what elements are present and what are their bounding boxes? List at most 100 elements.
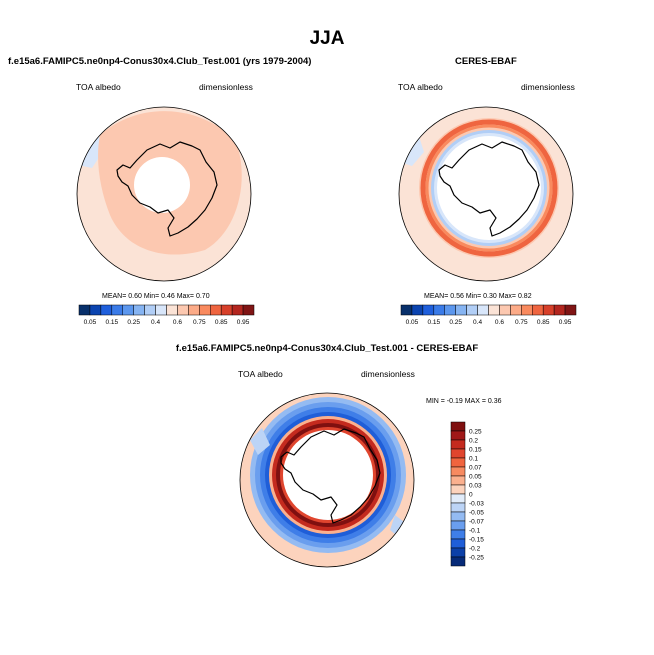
model-coastline [116,141,218,237]
obs-colorbar-swatch [542,304,555,316]
diff-colorbar-swatch [450,457,466,468]
diff-colorbar-tick-label: 0.05 [469,473,482,480]
diff-colorbar-swatch [450,421,466,432]
diff-colorbar-swatch [450,529,466,540]
model-colorbar-tick-label: 0.85 [215,319,228,326]
obs-colorbar: 0.05 0.15 0.25 0.4 0.6 0.75 0.85 0.95 [400,304,577,326]
model-colorbar-swatch [133,304,145,316]
model-panel-title: f.e15a6.FAMIPC5.ne0np4-Conus30x4.Club_Te… [8,56,312,67]
model-colorbar-tick-label: 0.95 [237,319,250,326]
diff-colorbar-swatch [450,430,466,441]
diff-colorbar-swatch [450,511,466,522]
obs-colorbar-swatch [422,304,435,316]
obs-map [399,107,573,281]
obs-colorbar-tick-label: 0.15 [427,319,440,326]
model-colorbar-swatch [199,304,211,316]
model-stats: MEAN= 0.60 Min= 0.46 Max= 0.70 [102,293,210,300]
obs-coastline [438,141,540,237]
diff-stats: MIN = -0.19 MAX = 0.36 [426,398,502,405]
obs-colorbar-swatch [455,304,467,316]
obs-colorbar-swatch [466,304,478,316]
obs-colorbar-swatch [499,304,511,316]
model-colorbar-swatch [231,304,244,316]
obs-colorbar-tick-label: 0.85 [537,319,550,326]
model-colorbar-tick-label: 0.75 [193,319,206,326]
model-colorbar-swatch [210,304,222,316]
diff-colorbar-swatch [450,538,466,549]
diff-colorbar-swatch [450,475,466,486]
model-colorbar-tick-label: 0.15 [105,319,118,326]
diff-panel-title: f.e15a6.FAMIPC5.ne0np4-Conus30x4.Club_Te… [175,343,479,354]
model-colorbar-swatch [89,304,102,316]
model-colorbar-swatch [111,304,123,316]
diff-colorbar-swatch [450,484,466,495]
model-map [77,107,251,281]
diff-colorbar-swatch [450,502,466,513]
obs-colorbar-swatch [553,304,566,316]
diff-colorbar-tick-label: -0.03 [469,500,484,507]
model-colorbar-swatch [78,304,91,316]
diff-colorbar-tick-label: -0.05 [469,509,484,516]
model-colorbar-swatch [155,304,167,316]
obs-colorbar-swatch [510,304,522,316]
diff-colorbar-tick-label: -0.1 [469,527,481,534]
obs-colorbar-swatch [564,304,577,316]
model-colorbar-swatch [144,304,156,316]
diff-missing-interior [283,430,373,520]
model-colorbar-swatch [166,304,178,316]
model-variable-label: TOA albedo [76,82,121,92]
obs-colorbar-tick-label: 0.95 [559,319,572,326]
obs-map-border [398,106,574,282]
obs-colorbar-swatch [411,304,424,316]
obs-panel-title: CERES-EBAF [455,56,517,67]
diff-colorbar-swatch [450,556,466,567]
model-colorbar-swatch [122,304,134,316]
model-units-label: dimensionless [199,82,253,92]
obs-colorbar-tick-label: 0.05 [406,319,419,326]
model-colorbar-tick-label: 0.4 [151,319,160,326]
diff-colorbar-swatch [450,547,466,558]
model-colorbar-swatch [177,304,189,316]
obs-ring-peak [420,119,558,257]
obs-colorbar-swatch [477,304,489,316]
model-map-border [76,106,252,282]
diff-colorbar-swatch [450,439,466,450]
diff-map [240,393,414,567]
model-colorbar-tick-label: 0.6 [173,319,182,326]
model-colorbar-swatch [242,304,255,316]
obs-variable-label: TOA albedo [398,82,443,92]
diff-coastline [280,428,381,524]
diff-map-border [239,392,415,568]
diff-colorbar-tick-label: -0.07 [469,518,484,525]
model-colorbar-tick-label: 0.05 [84,319,97,326]
obs-missing-interior [437,136,541,240]
obs-colorbar-swatch [444,304,456,316]
model-colorbar-swatch [100,304,113,316]
season-title: JJA [309,28,345,49]
diff-colorbar: 0.25 0.2 0.15 0.1 0.07 0.05 0.03 0 -0.03 -0.05 -0.… [450,421,484,567]
obs-colorbar-swatch [532,304,544,316]
diff-units-label: dimensionless [361,369,415,379]
diff-colorbar-swatch [450,493,466,504]
diff-colorbar-tick-label: 0.2 [469,437,478,444]
diff-colorbar-swatch [450,466,466,477]
obs-colorbar-swatch [488,304,500,316]
diff-variable-label: TOA albedo [238,369,283,379]
obs-units-label: dimensionless [521,82,575,92]
diff-colorbar-tick-label: -0.2 [469,545,481,552]
diff-colorbar-tick-label: 0.03 [469,482,482,489]
diff-colorbar-swatch [450,520,466,531]
obs-colorbar-swatch [521,304,533,316]
model-colorbar-swatch [220,304,233,316]
obs-colorbar-swatch [400,304,413,316]
diff-colorbar-tick-label: -0.25 [469,554,484,561]
diff-colorbar-swatch [450,448,466,459]
diff-colorbar-tick-label: 0 [469,491,473,498]
obs-colorbar-tick-label: 0.6 [495,319,504,326]
diff-colorbar-tick-label: -0.15 [469,536,484,543]
obs-colorbar-swatch [433,304,445,316]
model-colorbar-tick-label: 0.25 [127,319,140,326]
obs-stats: MEAN= 0.56 Min= 0.30 Max= 0.82 [424,293,532,300]
